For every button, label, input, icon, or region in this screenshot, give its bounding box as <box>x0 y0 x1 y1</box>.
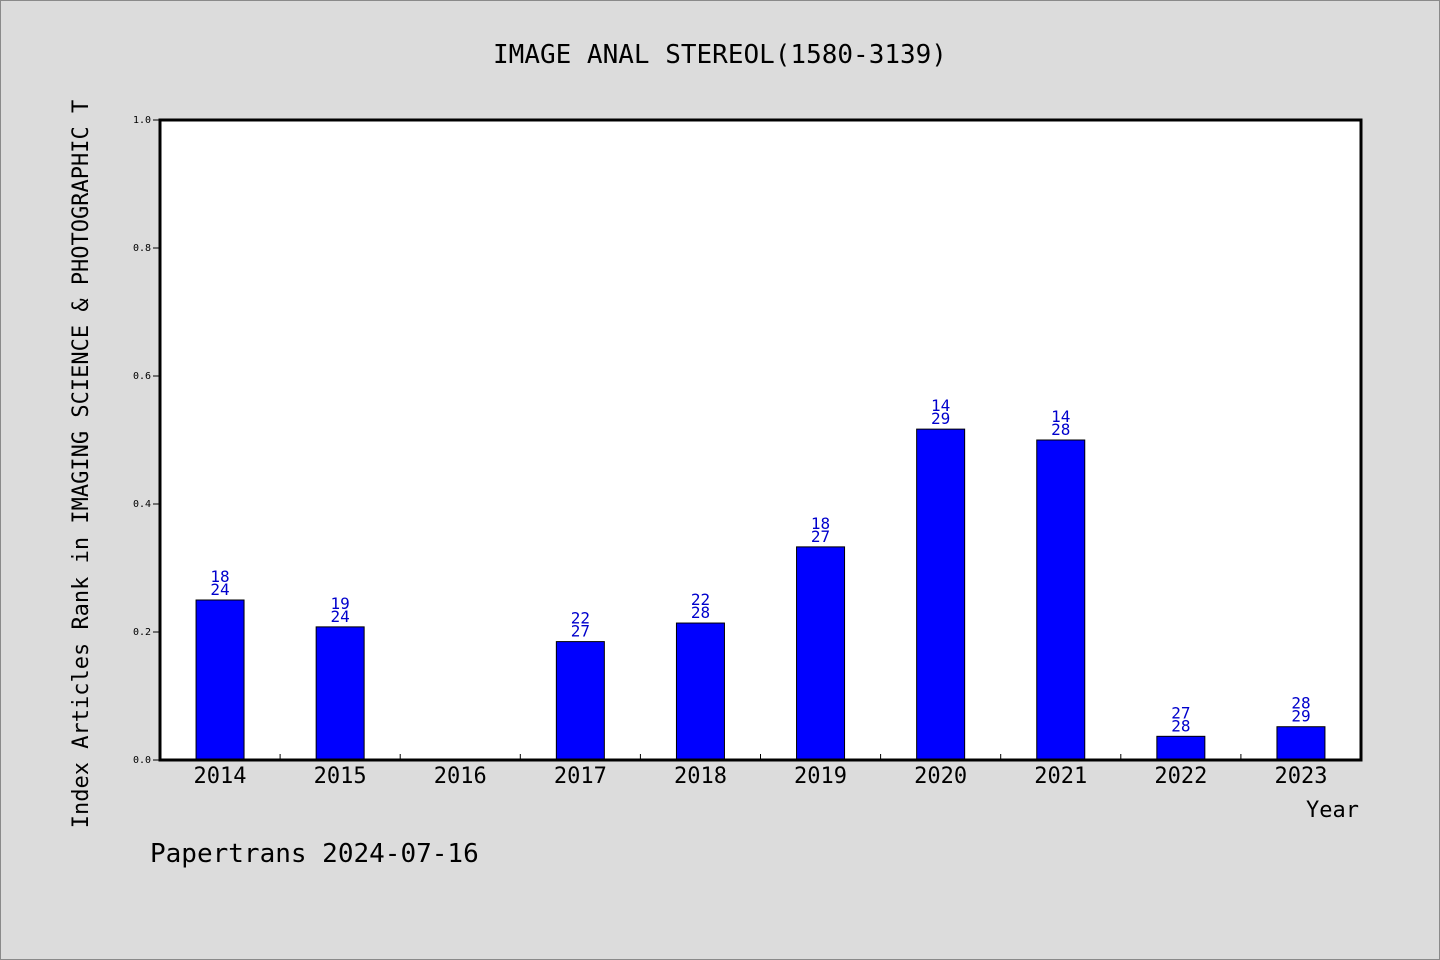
y-tick-label: 1.0 <box>133 115 151 126</box>
bar-rank-label: 28 <box>1171 716 1190 735</box>
x-tick-label: 2022 <box>1154 764 1207 789</box>
x-axis-label: Year <box>1306 798 1359 823</box>
bar-2020 <box>916 428 966 761</box>
bar-rank-label: 24 <box>331 607 350 626</box>
x-tick-label: 2019 <box>794 764 847 789</box>
bar-2019 <box>796 546 846 761</box>
bar-series <box>195 428 1326 761</box>
x-tick-label: 2014 <box>194 764 247 789</box>
y-tick-label: 0.6 <box>133 371 151 382</box>
y-axis: 0.0 0.2 0.4 0.6 0.8 1.0 <box>133 115 160 766</box>
plot-border <box>158 118 1363 762</box>
bar-rank-label: 24 <box>210 580 229 599</box>
bar-rank-label: 18 <box>811 514 830 533</box>
x-tick-label: 2015 <box>314 764 367 789</box>
bar-rank-label: 29 <box>1291 707 1310 726</box>
y-axis-label: Index Articles Rank in IMAGING SCIENCE &… <box>69 100 94 828</box>
bar-2017 <box>555 641 605 761</box>
bar-2022 <box>1156 735 1206 761</box>
bar-2015 <box>315 626 365 761</box>
bar-rank-label: 29 <box>931 409 950 428</box>
chart-title: IMAGE ANAL STEREOL(1580-3139) <box>493 40 947 70</box>
x-tick-label: 2023 <box>1274 764 1327 789</box>
bar-rank-label: 22 <box>571 609 590 628</box>
y-tick-label: 0.2 <box>133 627 151 638</box>
bar-rank-label: 27 <box>811 527 830 546</box>
x-tick-label: 2017 <box>554 764 607 789</box>
bar-rank-label: 27 <box>571 622 590 641</box>
y-tick-label: 0.4 <box>133 499 151 510</box>
bar-rank-label: 19 <box>331 594 350 613</box>
bar-rank-label: 27 <box>1171 703 1190 722</box>
bar-rank-label: 22 <box>691 590 710 609</box>
y-tick-label: 0.0 <box>133 755 151 766</box>
bar-2014 <box>195 599 245 761</box>
x-tick-label: 2021 <box>1034 764 1087 789</box>
bar-rank-label: 28 <box>691 603 710 622</box>
bar-rank-label: 14 <box>931 396 950 415</box>
x-tick-label: 2018 <box>674 764 727 789</box>
x-axis: 2014 2015 2016 2017 2018 2019 2020 2021 2022 2023 <box>194 754 1327 789</box>
bar-rank-label: 18 <box>210 567 229 586</box>
x-tick-label: 2016 <box>434 764 487 789</box>
x-tick-label: 2020 <box>914 764 967 789</box>
bar-rank-label: 28 <box>1291 694 1310 713</box>
bar-rank-label: 14 <box>1051 407 1070 426</box>
bar-rank-label: 28 <box>1051 420 1070 439</box>
y-tick-label: 0.8 <box>133 243 151 254</box>
footer-credit: Papertrans 2024-07-16 <box>150 839 479 869</box>
bar-2018 <box>675 622 725 761</box>
bar-2023 <box>1276 726 1326 761</box>
bar-2021 <box>1036 439 1086 761</box>
